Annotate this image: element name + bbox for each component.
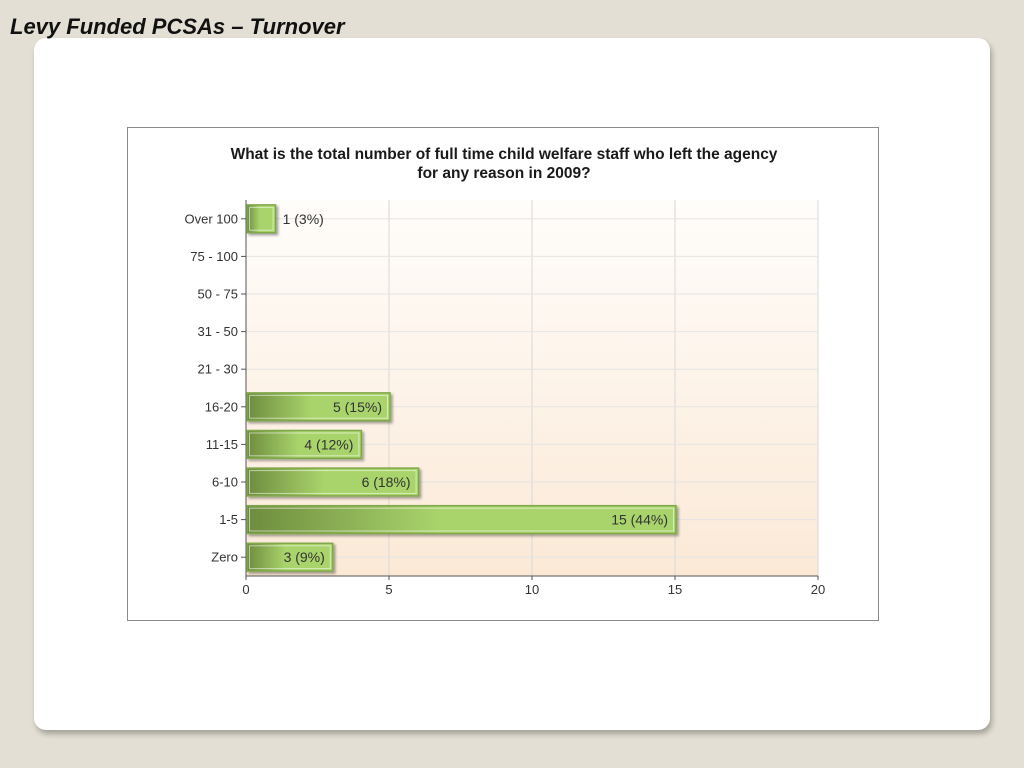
- y-tick-label: 11-15: [206, 437, 238, 452]
- bar: [246, 467, 420, 497]
- x-tick-label: 10: [525, 582, 539, 597]
- chart-title-line-1: What is the total number of full time ch…: [230, 146, 778, 163]
- bar-chart: Over 100 75 - 100 50 - 75 31 - 50 21 - 30 16-…: [185, 200, 825, 597]
- chart-frame: What is the total number of full time ch…: [127, 127, 879, 621]
- chart-title-line-2: for any reason in 2009?: [417, 165, 591, 182]
- bar-highlight: [249, 507, 674, 532]
- x-tick-label: 15: [668, 582, 682, 597]
- y-tick-label: Zero: [211, 550, 238, 565]
- bar-data-label: 4 (12%): [304, 436, 353, 452]
- y-tick-label: 1-5: [219, 512, 238, 527]
- bar-data-label: 5 (15%): [333, 399, 382, 415]
- x-tick-label: 0: [242, 582, 249, 597]
- y-tick-label: 31 - 50: [198, 324, 238, 339]
- bar-data-label: 6 (18%): [362, 474, 411, 490]
- x-tick-label: 5: [385, 582, 392, 597]
- bar-highlight: [249, 394, 388, 419]
- y-tick-label: Over 100: [185, 211, 238, 226]
- bar-highlight: [249, 206, 274, 231]
- slide-title: Levy Funded PCSAs – Turnover: [10, 14, 345, 39]
- y-tick-label: 21 - 30: [198, 362, 238, 377]
- bar-highlight: [249, 545, 331, 570]
- bar-data-label: 1 (3%): [283, 211, 324, 227]
- chart-title: What is the total number of full time ch…: [128, 145, 880, 183]
- bar: [246, 542, 334, 572]
- y-tick-label: 6-10: [212, 475, 238, 490]
- y-tick-label: 75 - 100: [190, 249, 238, 264]
- y-tick-label: 16-20: [205, 399, 238, 414]
- bar: [246, 204, 277, 234]
- bar: [246, 504, 677, 535]
- bar-highlight: [249, 470, 417, 494]
- bar-data-label: 3 (9%): [284, 549, 325, 565]
- x-tick-label: 20: [811, 582, 825, 597]
- bar-highlight: [249, 432, 360, 457]
- y-tick-label: 50 - 75: [198, 287, 238, 302]
- bar-data-label: 15 (44%): [611, 512, 668, 528]
- bar: [246, 429, 363, 460]
- bar: [246, 392, 391, 422]
